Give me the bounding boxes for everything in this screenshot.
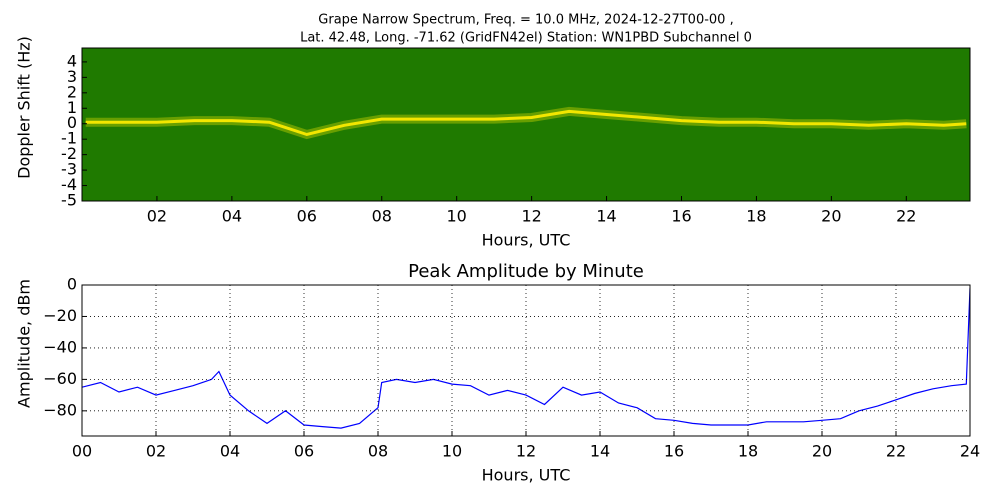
x-tick-label: 08 (368, 442, 388, 461)
x-tick-label: 16 (664, 442, 684, 461)
chart-subtitle: Lat. 42.48, Long. -71.62 (GridFN42el) St… (300, 31, 752, 46)
y-tick-label: −60 (43, 369, 77, 388)
x-tick-label: 10 (447, 207, 467, 226)
y-tick-label: -1 (61, 129, 77, 148)
x-tick-label: 12 (521, 207, 541, 226)
plot-frame (81, 47, 971, 202)
x-tick-label: 20 (812, 442, 832, 461)
x-tick-label: 08 (372, 207, 392, 226)
y-tick-label: 2 (67, 82, 77, 101)
x-axis-label: Hours, UTC (482, 466, 571, 485)
y-tick-label: −20 (43, 306, 77, 325)
x-tick-label: 22 (896, 207, 916, 226)
y-tick-label: -5 (61, 191, 77, 210)
doppler-ridge (85, 109, 967, 137)
chart-title: Peak Amplitude by Minute (408, 261, 644, 282)
y-axis-label: Doppler Shift (Hz) (15, 36, 34, 179)
x-tick-label: 02 (146, 442, 166, 461)
chart-title: Grape Narrow Spectrum, Freq. = 10.0 MHz,… (318, 13, 733, 28)
x-tick-label: 10 (442, 442, 462, 461)
y-tick-label: 3 (67, 67, 77, 86)
amplitude-line (82, 288, 970, 429)
x-tick-label: 18 (746, 207, 766, 226)
y-tick-label: 1 (67, 98, 77, 117)
y-tick-label: -4 (61, 175, 77, 194)
y-tick-label: −40 (43, 337, 77, 356)
x-tick-label: 06 (297, 207, 317, 226)
y-tick-label: 0 (67, 113, 77, 132)
plot-area (82, 48, 970, 201)
x-tick-label: 22 (886, 442, 906, 461)
x-axis-label: Hours, UTC (482, 231, 571, 250)
y-tick-label: -2 (61, 144, 77, 163)
x-tick-label: 14 (596, 207, 616, 226)
x-tick-label: 04 (220, 442, 240, 461)
y-tick-label: 0 (67, 275, 77, 294)
y-tick-label: -3 (61, 160, 77, 179)
x-tick-label: 14 (590, 442, 610, 461)
x-tick-label: 18 (738, 442, 758, 461)
y-tick-label: 4 (67, 51, 77, 70)
x-tick-label: 24 (960, 442, 980, 461)
y-axis-label: Amplitude, dBm (15, 279, 34, 408)
x-tick-label: 04 (222, 207, 242, 226)
x-tick-label: 20 (821, 207, 841, 226)
plot-frame (81, 284, 971, 437)
x-tick-label: 06 (294, 442, 314, 461)
x-tick-label: 16 (671, 207, 691, 226)
y-tick-label: −80 (43, 400, 77, 419)
x-tick-label: 02 (147, 207, 167, 226)
plot-area (82, 288, 970, 429)
x-tick-label: 00 (72, 442, 92, 461)
x-tick-label: 12 (516, 442, 536, 461)
